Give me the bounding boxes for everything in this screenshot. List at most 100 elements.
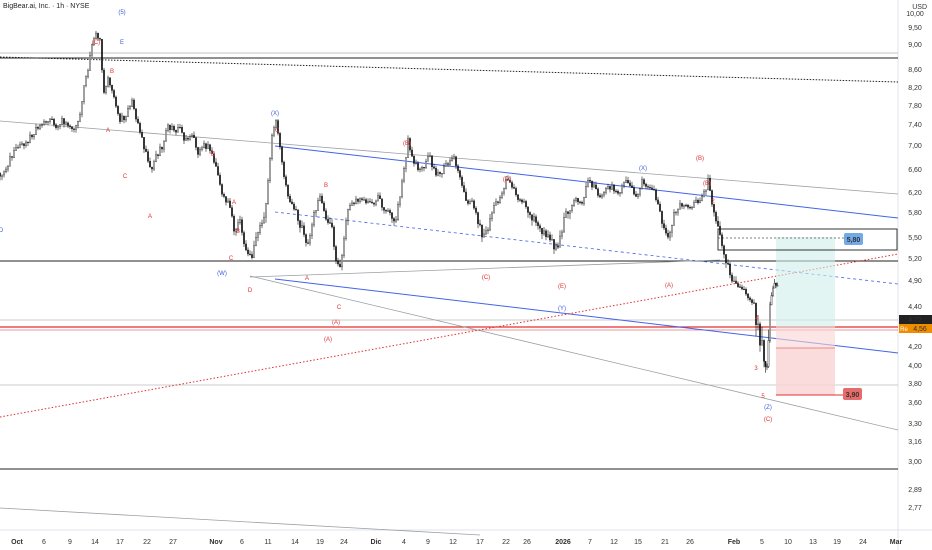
candle [47,121,49,123]
candle [99,38,101,40]
target-label[interactable]: 5,80 [847,237,861,244]
candle [301,225,303,228]
candle [453,156,455,159]
wave-label: C [337,305,342,311]
candle [341,255,343,268]
candle [403,168,405,182]
x-tick-label: 24 [859,539,867,546]
candle [643,179,645,185]
stop-label[interactable]: 3,90 [846,392,860,399]
candle [673,212,675,226]
candle [441,173,443,175]
candle [503,188,505,194]
candle [131,99,133,107]
candle [589,180,591,182]
x-tick-label: 22 [143,539,151,546]
y-tick-label: 3,80 [908,381,922,388]
candle [171,126,173,130]
trendline-grey[interactable] [0,120,899,195]
candle [521,199,523,203]
symbol-title[interactable]: BigBear.ai, Inc. · 1h · NYSE [3,3,90,10]
candle [649,187,651,189]
candle [73,128,75,130]
candle [283,161,285,177]
last-price-tag[interactable]: 4,72 [908,317,922,324]
candle [311,224,313,236]
price-tag-orange[interactable]: 4,56 [913,326,927,333]
candle [555,245,557,250]
candle [207,144,209,149]
candle [761,340,763,346]
wave-label: (A) [324,337,332,343]
candle [465,191,467,201]
candle [685,204,687,207]
trendline-grey[interactable] [249,275,899,431]
channel-upper-line[interactable] [274,145,899,219]
candle [749,297,751,300]
candle [707,178,709,191]
wave-label: A [106,128,110,134]
wave-label: D [248,288,253,294]
trendline-grey[interactable] [249,259,721,278]
candle [657,199,659,205]
candle [371,201,373,204]
candle [391,212,393,219]
stop-label-bg[interactable] [843,388,862,400]
candle [721,234,723,246]
x-tick-label: Feb [728,539,740,546]
candle [103,69,105,93]
candle [85,76,87,86]
candle [417,163,419,171]
candle [167,124,169,131]
target-label-bg[interactable] [844,233,863,245]
candle [557,245,559,248]
red-dotted-trendline[interactable] [0,253,899,418]
candle [289,196,291,203]
y-tick-label: 8,60 [908,67,922,74]
wave-label: E [120,40,124,46]
candle [77,121,79,126]
x-tick-label: 4 [402,539,406,546]
candle [203,143,205,149]
wave-label: (E) [558,284,566,290]
candle [63,118,65,125]
trendline-grey[interactable] [0,507,481,536]
candle [361,198,363,200]
candle [425,161,427,168]
candle [369,201,371,203]
y-tick-label: 2,77 [908,505,922,512]
candle [435,168,437,176]
candle [745,289,747,295]
candle [475,207,477,213]
candle [449,160,451,165]
candle [387,210,389,212]
candle [569,210,571,214]
candle [219,174,221,185]
candle [249,253,251,255]
candle [693,202,695,208]
wave-label: (X) [271,111,279,117]
candle [345,220,347,239]
target-zone[interactable] [776,237,835,327]
candle [731,274,733,282]
candle [741,286,743,290]
y-tick-label: 5,50 [908,235,922,242]
wave-label: A [232,200,236,206]
wave-label: A [305,276,309,282]
candle [65,122,67,125]
stop-zone-inner[interactable] [776,348,835,395]
candle [407,138,409,158]
target-box[interactable] [717,228,898,251]
wave-label: B [211,152,215,158]
candle [315,210,317,213]
candle [55,124,57,128]
candle [473,200,475,209]
candle [525,201,527,208]
candle [433,166,435,169]
y-tick-label: 4,00 [908,363,922,370]
candle [603,192,605,196]
candle [235,229,237,232]
candle [375,200,377,205]
